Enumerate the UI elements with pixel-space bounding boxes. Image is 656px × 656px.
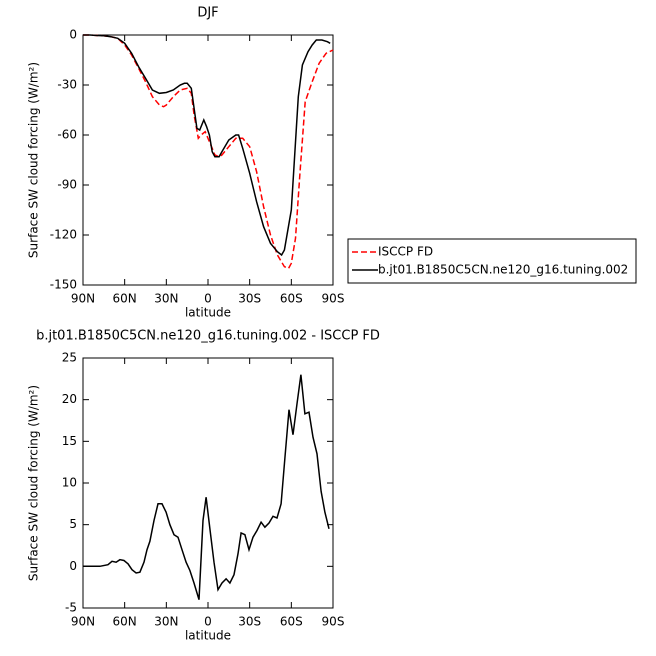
x-tick-label: 30S (238, 615, 261, 629)
y-axis-label: Surface SW cloud forcing (W/m²) (27, 62, 41, 258)
y-tick-label: 5 (69, 517, 77, 531)
y-tick-label: 10 (62, 476, 77, 490)
y-tick-label: -90 (57, 178, 77, 192)
x-axis-label: latitude (185, 629, 231, 643)
plot-frame (82, 34, 334, 286)
x-tick-label: 0 (204, 292, 212, 306)
data-line (83, 34, 331, 257)
x-tick-label: 90S (322, 292, 345, 306)
legend-box (347, 238, 637, 284)
x-tick-label: 60S (280, 292, 303, 306)
legend-label: ISCCP FD (378, 245, 433, 259)
legend-label: b.jt01.B1850C5CN.ne120_g16.tuning.002 (378, 263, 628, 277)
y-tick-label: 25 (62, 351, 77, 365)
x-tick-label: 0 (204, 615, 212, 629)
y-tick-label: -30 (57, 78, 77, 92)
x-tick-label: 90N (71, 292, 95, 306)
x-tick-label: 30N (154, 615, 178, 629)
y-tick-label: -150 (50, 278, 77, 292)
y-tick-label: -60 (57, 128, 77, 142)
x-tick-label: 30S (238, 292, 261, 306)
x-tick-label: 90N (71, 615, 95, 629)
x-tick-label: 60N (113, 615, 137, 629)
y-tick-label: 0 (69, 559, 77, 573)
plot-frame (82, 357, 334, 609)
y-tick-label: -120 (50, 228, 77, 242)
x-tick-label: 60N (113, 292, 137, 306)
y-axis-label: Surface SW cloud forcing (W/m²) (27, 385, 41, 581)
x-tick-label: 90S (322, 615, 345, 629)
x-tick-label: 60S (280, 615, 303, 629)
data-line (83, 34, 334, 270)
chart-title: DJF (197, 6, 218, 21)
x-axis-label: latitude (185, 306, 231, 320)
y-tick-label: 20 (62, 392, 77, 406)
y-tick-label: 15 (62, 434, 77, 448)
data-line (83, 374, 330, 600)
x-tick-label: 30N (154, 292, 178, 306)
y-tick-label: -5 (65, 601, 77, 615)
chart-title: b.jt01.B1850C5CN.ne120_g16.tuning.002 - … (36, 329, 380, 344)
y-tick-label: 0 (69, 28, 77, 42)
